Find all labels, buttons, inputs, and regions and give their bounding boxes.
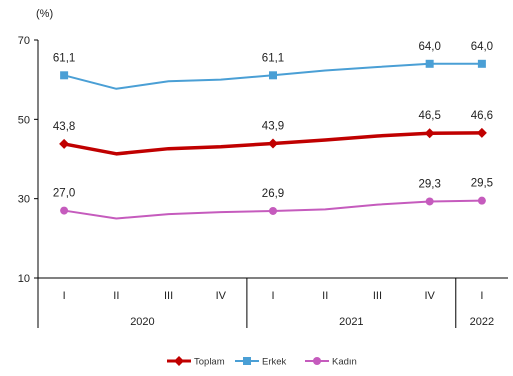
y-tick-label: 10 xyxy=(18,273,30,285)
data-point-erkek xyxy=(60,71,69,80)
data-point-toplam xyxy=(424,128,435,139)
data-point-kad-n xyxy=(269,206,277,215)
x-tick-label: I xyxy=(63,290,66,302)
y-tick-label: 30 xyxy=(18,194,30,206)
data-point-erkek xyxy=(477,59,486,68)
data-label-erkek: 64,0 xyxy=(418,41,440,53)
legend-label-kad-n: Kadın xyxy=(332,357,357,368)
x-tick-label: II xyxy=(113,290,119,302)
data-label-erkek: 61,1 xyxy=(262,52,284,64)
year-label: 2021 xyxy=(339,316,363,328)
data-label-toplam: 43,8 xyxy=(53,121,75,133)
year-label: 2020 xyxy=(130,316,154,328)
x-tick-label: III xyxy=(373,290,382,302)
y-tick-label: 50 xyxy=(18,114,30,126)
data-label-kad-n: 26,9 xyxy=(262,188,284,200)
x-tick-label: IV xyxy=(424,290,435,302)
data-label-toplam: 46,6 xyxy=(471,110,493,122)
data-label-toplam: 46,5 xyxy=(418,110,440,122)
legend-marker-toplam xyxy=(174,356,184,366)
legend-marker-erkek xyxy=(243,357,251,365)
series-group xyxy=(59,59,487,220)
legend-label-erkek: Erkek xyxy=(262,357,287,368)
data-point-erkek xyxy=(425,59,434,68)
data-point-kad-n xyxy=(425,197,434,206)
data-point-toplam xyxy=(59,138,70,149)
data-label-erkek: 64,0 xyxy=(471,41,493,53)
legend-label-toplam: Toplam xyxy=(194,357,225,368)
data-label-toplam: 43,9 xyxy=(262,121,284,133)
data-point-toplam xyxy=(268,138,278,149)
data-label-kad-n: 29,5 xyxy=(471,178,493,190)
data-label-kad-n: 29,3 xyxy=(418,178,440,190)
x-tick-label: III xyxy=(164,290,173,302)
y-unit-label: (%) xyxy=(36,8,53,20)
data-label-erkek: 61,1 xyxy=(53,52,75,64)
legend-marker-kad-n xyxy=(313,357,321,365)
data-label-kad-n: 27,0 xyxy=(53,188,75,200)
x-tick-label: IV xyxy=(216,290,227,302)
data-point-erkek xyxy=(269,71,277,80)
x-tick-label: I xyxy=(271,290,274,302)
data-labels: 43,8 43,9 46,5 46,6 61,1 61,1 64,0 64,0 27,0 26,9… xyxy=(53,41,493,200)
x-tick-label: I xyxy=(480,290,483,302)
data-point-kad-n xyxy=(477,196,486,205)
x-tick-label: II xyxy=(322,290,328,302)
legend: Toplam Erkek Kadın xyxy=(167,356,357,368)
data-point-kad-n xyxy=(60,206,69,215)
y-tick-label: 70 xyxy=(18,35,30,47)
data-point-toplam xyxy=(476,127,487,138)
year-label: 2022 xyxy=(470,316,494,328)
